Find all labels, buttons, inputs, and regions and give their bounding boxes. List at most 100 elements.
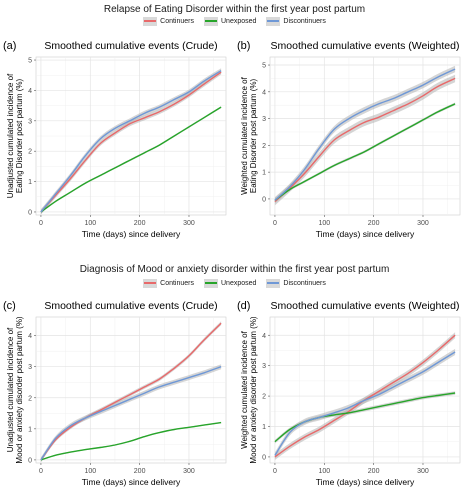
tick-label-x: 200 — [134, 220, 146, 227]
legend-swatch-continuers — [143, 279, 158, 288]
tick-label-y: 1 — [28, 179, 32, 186]
legend-swatch-continuers — [143, 17, 158, 26]
y-axis-label: Weighted cumulated incidence ofEating Di… — [240, 76, 258, 194]
tick-label-y: 3 — [28, 118, 32, 125]
section-title-eating-disorder: Relapse of Eating Disorder within the fi… — [103, 4, 366, 15]
tick-label-y: 4 — [262, 333, 266, 340]
tick-label-x: 100 — [84, 220, 96, 227]
y-axis-label-line: Mood or anxiety disorder post partum (%) — [15, 316, 24, 464]
section-title-mood-anxiety: Diagnosis of Mood or anxiety disorder wi… — [79, 264, 390, 275]
legend-swatch-discontinuers — [266, 279, 281, 288]
tick-label-x: 300 — [417, 220, 429, 227]
chart-panel-d: (d) Smoothed cumulative events (Weighted)… — [237, 300, 461, 487]
x-axis-label: Time (days) since delivery — [82, 477, 181, 487]
legend-eating-disorder: Continuers Unexposed Discontinuers — [0, 17, 469, 26]
series-line-discontinuers — [274, 351, 456, 456]
tick-label-x: 0 — [273, 468, 277, 475]
series-line-continuers — [40, 322, 222, 461]
tick-label-y: 4 — [28, 333, 32, 340]
series-line-discontinuers — [40, 70, 222, 213]
tick-label-y: 0 — [28, 209, 32, 216]
legend-item-continuers: Continuers — [143, 279, 194, 288]
tick-label-x: 200 — [134, 468, 146, 475]
series-line-unexposed — [40, 421, 222, 461]
y-axis-label-line: Unadjusted cumulated incidence of — [6, 73, 15, 198]
confidence-band-continuers — [274, 332, 456, 460]
tick-label-y: 0 — [28, 457, 32, 464]
tick-label-y: 1 — [28, 426, 32, 433]
y-axis-label: Unadjusted cumulated incidence ofMood or… — [6, 316, 24, 464]
tick-label-x: 100 — [318, 468, 330, 475]
y-axis-label-line: Weighted cumulated incidence of — [240, 330, 249, 448]
tick-label-y: 3 — [28, 364, 32, 371]
confidence-band-unexposed — [274, 391, 456, 444]
legend-item-discontinuers: Discontinuers — [266, 17, 326, 26]
legend-label-unexposed: Unexposed — [221, 18, 257, 25]
series-line-discontinuers — [274, 68, 456, 201]
legend-label-unexposed: Unexposed — [221, 280, 257, 287]
legend-item-unexposed: Unexposed — [204, 279, 256, 288]
panel-title: Smoothed cumulative events (Crude) — [44, 40, 217, 52]
tick-label-y: 0 — [262, 196, 266, 203]
legend-label-continuers: Continuers — [160, 18, 194, 25]
series-line-continuers — [40, 71, 222, 213]
series-line-unexposed — [40, 106, 222, 213]
confidence-band-discontinuers — [40, 364, 222, 463]
tick-label-y: 3 — [262, 363, 266, 370]
legend-swatch-discontinuers — [266, 17, 281, 26]
confidence-band-discontinuers — [274, 348, 456, 459]
legend-label-continuers: Continuers — [160, 280, 194, 287]
tick-label-y: 1 — [262, 170, 266, 177]
legend-swatch-unexposed — [204, 279, 218, 288]
tick-label-x: 0 — [273, 220, 277, 227]
tick-label-x: 100 — [318, 220, 330, 227]
y-axis-label-line: Mood or anxiety disorder post partum (%) — [249, 316, 258, 464]
series-line-unexposed — [274, 103, 456, 201]
tick-label-x: 0 — [39, 220, 43, 227]
x-axis-label: Time (days) since delivery — [316, 477, 415, 487]
y-axis-label-line: Unadjusted cumulated incidence of — [6, 327, 15, 452]
tick-label-x: 300 — [183, 220, 195, 227]
tick-label-x: 200 — [368, 468, 380, 475]
tick-label-y: 5 — [262, 63, 266, 70]
panel-label: (d) — [237, 300, 250, 312]
panel-label: (a) — [3, 40, 16, 52]
tick-label-y: 4 — [28, 88, 32, 95]
tick-label-y: 2 — [28, 395, 32, 402]
confidence-band-discontinuers — [274, 65, 456, 204]
x-axis-label: Time (days) since delivery — [316, 229, 415, 239]
tick-label-y: 2 — [262, 143, 266, 150]
y-axis-label: Weighted cumulated incidence ofMood or a… — [240, 316, 258, 464]
legend-label-discontinuers: Discontinuers — [283, 18, 326, 25]
tick-label-x: 200 — [368, 220, 380, 227]
panel-title: Smoothed cumulative events (Weighted) — [271, 300, 460, 312]
chart-panel-b: (b) Smoothed cumulative events (Weighted)… — [237, 40, 461, 239]
panel-label: (c) — [3, 300, 16, 312]
confidence-band-discontinuers — [40, 68, 222, 215]
y-axis-label: Unadjusted cumulated incidence ofEating … — [6, 73, 24, 198]
tick-label-y: 1 — [262, 424, 266, 431]
tick-label-y: 3 — [262, 116, 266, 123]
tick-label-x: 100 — [84, 468, 96, 475]
tick-label-x: 0 — [39, 468, 43, 475]
y-axis-label-line: Weighted cumulated incidence of — [240, 76, 249, 194]
chart-panel-c: (c) Smoothed cumulative events (Crude) 0 1 2… — [3, 300, 227, 487]
plot-background — [35, 316, 227, 464]
x-axis-label: Time (days) since delivery — [82, 229, 181, 239]
series-line-continuers — [274, 77, 456, 203]
tick-label-y: 2 — [28, 149, 32, 156]
y-axis-label-line: Eating Disorder post partum (%) — [249, 79, 258, 194]
legend-mood-anxiety: Continuers Unexposed Discontinuers — [0, 279, 469, 288]
tick-label-x: 300 — [417, 468, 429, 475]
panel-label: (b) — [237, 40, 250, 52]
chart-panel-a: (a) Smoothed cumulative events (Crude) 0 1 2… — [3, 40, 227, 239]
tick-label-x: 300 — [183, 468, 195, 475]
tick-label-y: 4 — [262, 89, 266, 96]
confidence-band-continuers — [274, 74, 456, 206]
y-axis-label-line: Eating Disorder post partum (%) — [15, 79, 24, 194]
legend-label-discontinuers: Discontinuers — [283, 280, 326, 287]
panel-title: Smoothed cumulative events (Crude) — [44, 300, 217, 312]
series-line-discontinuers — [40, 366, 222, 461]
legend-item-discontinuers: Discontinuers — [266, 279, 326, 288]
panel-title: Smoothed cumulative events (Weighted) — [271, 40, 460, 52]
